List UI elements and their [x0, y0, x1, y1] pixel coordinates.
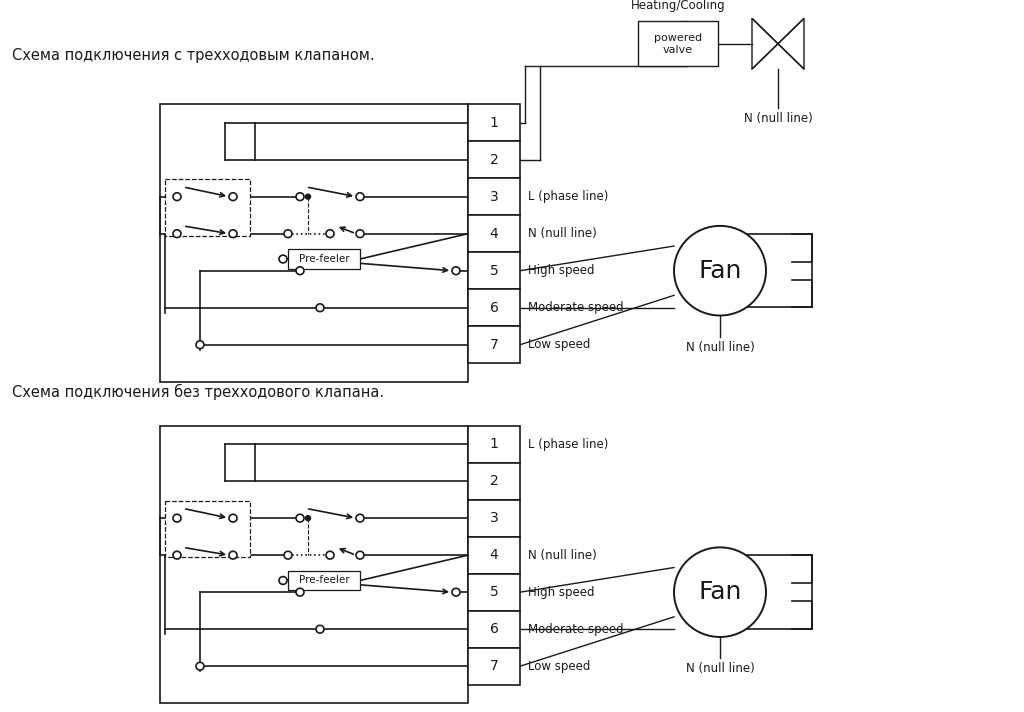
Circle shape [316, 625, 324, 633]
Text: 2: 2 [489, 152, 499, 167]
Circle shape [196, 662, 204, 670]
Text: Fan: Fan [698, 580, 741, 604]
Text: Moderate speed: Moderate speed [528, 623, 624, 636]
Circle shape [173, 193, 181, 201]
Circle shape [305, 194, 310, 199]
Circle shape [316, 304, 324, 312]
Text: 2: 2 [489, 474, 499, 488]
Text: Схема подключения без трехходового клапана.: Схема подключения без трехходового клапа… [12, 384, 384, 400]
Bar [468, 500, 520, 537]
Circle shape [326, 551, 334, 559]
Circle shape [173, 514, 181, 522]
Bar [165, 501, 250, 557]
Bar [468, 252, 520, 289]
Circle shape [296, 514, 304, 522]
Circle shape [305, 515, 310, 520]
Circle shape [284, 551, 292, 559]
Circle shape [356, 514, 364, 522]
Circle shape [326, 230, 334, 238]
Bar [468, 215, 520, 252]
Circle shape [356, 551, 364, 559]
Circle shape [173, 230, 181, 238]
Circle shape [674, 226, 766, 315]
Circle shape [674, 548, 766, 637]
Text: N (null line): N (null line) [686, 662, 755, 675]
Text: Low speed: Low speed [528, 338, 591, 351]
Text: 7: 7 [489, 337, 499, 352]
Text: 3: 3 [489, 511, 499, 525]
Circle shape [173, 551, 181, 559]
Text: Pre-feeler: Pre-feeler [299, 254, 349, 264]
Circle shape [196, 341, 204, 349]
Circle shape [279, 577, 287, 585]
Bar [165, 179, 250, 236]
Circle shape [356, 230, 364, 238]
Text: Схема подключения с трехходовым клапаном.: Схема подключения с трехходовым клапаном… [12, 48, 375, 63]
Circle shape [229, 514, 237, 522]
Text: 1: 1 [489, 115, 499, 130]
Circle shape [452, 267, 460, 275]
Circle shape [284, 230, 292, 238]
Bar [468, 537, 520, 574]
Text: 6: 6 [489, 300, 499, 315]
Text: Moderate speed: Moderate speed [528, 301, 624, 314]
Circle shape [229, 551, 237, 559]
Circle shape [452, 588, 460, 596]
Text: Pre-feeler: Pre-feeler [299, 575, 349, 585]
Circle shape [296, 588, 304, 596]
Circle shape [229, 193, 237, 201]
Text: L (phase line): L (phase line) [528, 190, 608, 203]
Circle shape [279, 255, 287, 263]
Bar [468, 141, 520, 178]
Text: 5: 5 [489, 585, 499, 600]
Bar [468, 611, 520, 648]
Text: 6: 6 [489, 622, 499, 637]
Text: 4: 4 [489, 548, 499, 562]
Bar [468, 326, 520, 363]
Text: N (null line): N (null line) [686, 341, 755, 354]
Text: N (null line): N (null line) [743, 112, 812, 125]
Text: 3: 3 [489, 189, 499, 204]
Bar [160, 426, 468, 703]
Text: 4: 4 [489, 226, 499, 241]
Bar [468, 574, 520, 611]
Text: High speed: High speed [528, 264, 595, 277]
Bar [468, 463, 520, 500]
Circle shape [296, 193, 304, 201]
Text: 1: 1 [489, 437, 499, 451]
Text: High speed: High speed [528, 586, 595, 599]
Bar [468, 104, 520, 141]
Bar [468, 426, 520, 463]
Text: N (null line): N (null line) [528, 227, 597, 240]
Text: Fan: Fan [698, 258, 741, 283]
Text: powered
valve: powered valve [654, 33, 702, 55]
Bar [288, 571, 360, 590]
Text: L (phase line): L (phase line) [528, 438, 608, 451]
Bar [468, 178, 520, 215]
Bar [638, 21, 718, 66]
Bar [468, 289, 520, 326]
Text: N (null line): N (null line) [528, 549, 597, 562]
Bar [468, 648, 520, 685]
Bar [160, 104, 468, 382]
Text: 7: 7 [489, 659, 499, 674]
Circle shape [356, 193, 364, 201]
Text: Heating/Cooling: Heating/Cooling [631, 0, 725, 11]
Circle shape [296, 267, 304, 275]
Text: Low speed: Low speed [528, 660, 591, 673]
Bar [288, 249, 360, 268]
Text: 5: 5 [489, 263, 499, 278]
Circle shape [229, 230, 237, 238]
